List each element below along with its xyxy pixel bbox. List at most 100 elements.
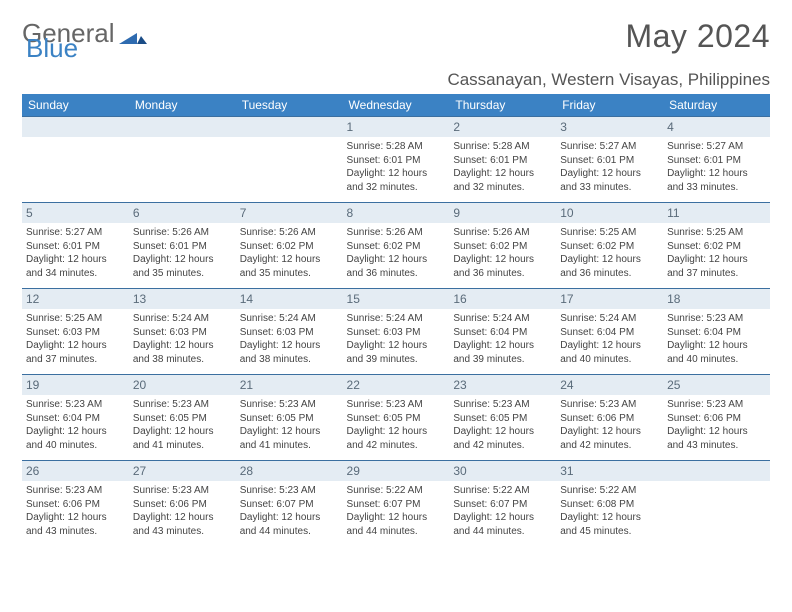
day-number: 16	[449, 289, 556, 309]
day-number: 19	[22, 375, 129, 395]
day-details: Sunrise: 5:28 AMSunset: 6:01 PMDaylight:…	[347, 140, 446, 194]
calendar-day-cell: 26 Sunrise: 5:23 AMSunset: 6:06 PMDayligh…	[22, 461, 129, 547]
calendar-table: SundayMondayTuesdayWednesdayThursdayFrid…	[22, 94, 770, 547]
day-number: 24	[556, 375, 663, 395]
day-number: 13	[129, 289, 236, 309]
day-number-empty	[663, 461, 770, 481]
day-number: 8	[343, 203, 450, 223]
calendar-day-cell: 1 Sunrise: 5:28 AMSunset: 6:01 PMDaylight…	[343, 117, 450, 203]
day-number-empty	[129, 117, 236, 137]
calendar-week-row: 1Sunrise: 5:28 AMSunset: 6:01 PMDaylight…	[22, 117, 770, 203]
day-details: Sunrise: 5:23 AMSunset: 6:05 PMDaylight:…	[240, 398, 339, 452]
day-header: Monday	[129, 94, 236, 117]
day-number: 2	[449, 117, 556, 137]
day-details: Sunrise: 5:24 AMSunset: 6:04 PMDaylight:…	[560, 312, 659, 366]
logo-text-blue: Blue	[26, 33, 78, 64]
calendar-day-cell: 6 Sunrise: 5:26 AMSunset: 6:01 PMDaylight…	[129, 203, 236, 289]
calendar-day-cell: 7Sunrise: 5:26 AMSunset: 6:02 PMDaylight…	[236, 203, 343, 289]
day-number: 30	[449, 461, 556, 481]
calendar-day-cell: 15 Sunrise: 5:24 AMSunset: 6:03 PMDayligh…	[343, 289, 450, 375]
calendar-day-cell: 22Sunrise: 5:23 AMSunset: 6:05 PMDayligh…	[343, 375, 450, 461]
day-details: Sunrise: 5:24 AMSunset: 6:03 PMDaylight:…	[133, 312, 232, 366]
day-details: Sunrise: 5:25 AMSunset: 6:02 PMDaylight:…	[560, 226, 659, 280]
location-text: Cassanayan, Western Visayas, Philippines	[22, 70, 770, 90]
day-details: Sunrise: 5:27 AMSunset: 6:01 PMDaylight:…	[667, 140, 766, 194]
day-details: Sunrise: 5:24 AMSunset: 6:04 PMDaylight:…	[453, 312, 552, 366]
day-details: Sunrise: 5:28 AMSunset: 6:01 PMDaylight:…	[453, 140, 552, 194]
day-details: Sunrise: 5:24 AMSunset: 6:03 PMDaylight:…	[240, 312, 339, 366]
day-header: Sunday	[22, 94, 129, 117]
calendar-day-cell: 29 Sunrise: 5:22 AMSunset: 6:07 PMDayligh…	[343, 461, 450, 547]
calendar-day-cell: 13 Sunrise: 5:24 AMSunset: 6:03 PMDayligh…	[129, 289, 236, 375]
calendar-day-cell: 5Sunrise: 5:27 AMSunset: 6:01 PMDaylight…	[22, 203, 129, 289]
day-details: Sunrise: 5:24 AMSunset: 6:03 PMDaylight:…	[347, 312, 446, 366]
calendar-week-row: 12 Sunrise: 5:25 AMSunset: 6:03 PMDayligh…	[22, 289, 770, 375]
calendar-day-cell	[663, 461, 770, 547]
calendar-day-cell: 3 Sunrise: 5:27 AMSunset: 6:01 PMDaylight…	[556, 117, 663, 203]
day-details: Sunrise: 5:22 AMSunset: 6:07 PMDaylight:…	[453, 484, 552, 538]
day-number: 1	[343, 117, 450, 137]
calendar-day-cell: 8Sunrise: 5:26 AMSunset: 6:02 PMDaylight…	[343, 203, 450, 289]
day-details: Sunrise: 5:26 AMSunset: 6:01 PMDaylight:…	[133, 226, 232, 280]
day-number: 6	[129, 203, 236, 223]
day-number: 15	[343, 289, 450, 309]
day-number-empty	[236, 117, 343, 137]
calendar-day-cell: 20 Sunrise: 5:23 AMSunset: 6:05 PMDayligh…	[129, 375, 236, 461]
day-number: 20	[129, 375, 236, 395]
day-number: 29	[343, 461, 450, 481]
calendar-day-cell: 23Sunrise: 5:23 AMSunset: 6:05 PMDayligh…	[449, 375, 556, 461]
day-details: Sunrise: 5:23 AMSunset: 6:06 PMDaylight:…	[26, 484, 125, 538]
calendar-day-cell	[236, 117, 343, 203]
day-details: Sunrise: 5:23 AMSunset: 6:07 PMDaylight:…	[240, 484, 339, 538]
day-number: 10	[556, 203, 663, 223]
day-header: Thursday	[449, 94, 556, 117]
day-number: 11	[663, 203, 770, 223]
page-title: May 2024	[625, 18, 770, 55]
day-details: Sunrise: 5:22 AMSunset: 6:07 PMDaylight:…	[347, 484, 446, 538]
calendar-day-cell: 14Sunrise: 5:24 AMSunset: 6:03 PMDayligh…	[236, 289, 343, 375]
calendar-day-cell: 31 Sunrise: 5:22 AMSunset: 6:08 PMDayligh…	[556, 461, 663, 547]
day-number: 21	[236, 375, 343, 395]
day-header: Friday	[556, 94, 663, 117]
calendar-day-cell: 27 Sunrise: 5:23 AMSunset: 6:06 PMDayligh…	[129, 461, 236, 547]
day-number: 12	[22, 289, 129, 309]
day-number-empty	[22, 117, 129, 137]
calendar-day-cell	[129, 117, 236, 203]
calendar-day-cell: 16 Sunrise: 5:24 AMSunset: 6:04 PMDayligh…	[449, 289, 556, 375]
calendar-day-cell: 11Sunrise: 5:25 AMSunset: 6:02 PMDayligh…	[663, 203, 770, 289]
calendar-day-cell	[22, 117, 129, 203]
calendar-day-cell: 2 Sunrise: 5:28 AMSunset: 6:01 PMDaylight…	[449, 117, 556, 203]
calendar-week-row: 26Sunrise: 5:23 AMSunset: 6:06 PMDayligh…	[22, 461, 770, 547]
day-number: 9	[449, 203, 556, 223]
calendar-day-cell: 28 Sunrise: 5:23 AMSunset: 6:07 PMDayligh…	[236, 461, 343, 547]
calendar-week-row: 19 Sunrise: 5:23 AMSunset: 6:04 PMDayligh…	[22, 375, 770, 461]
day-number: 23	[449, 375, 556, 395]
calendar-day-cell: 10 Sunrise: 5:25 AMSunset: 6:02 PMDayligh…	[556, 203, 663, 289]
day-details: Sunrise: 5:26 AMSunset: 6:02 PMDaylight:…	[453, 226, 552, 280]
day-details: Sunrise: 5:23 AMSunset: 6:04 PMDaylight:…	[667, 312, 766, 366]
day-details: Sunrise: 5:23 AMSunset: 6:06 PMDaylight:…	[560, 398, 659, 452]
day-number: 26	[22, 461, 129, 481]
day-details: Sunrise: 5:23 AMSunset: 6:04 PMDaylight:…	[26, 398, 125, 452]
day-details: Sunrise: 5:23 AMSunset: 6:06 PMDaylight:…	[133, 484, 232, 538]
day-number: 5	[22, 203, 129, 223]
day-details: Sunrise: 5:22 AMSunset: 6:08 PMDaylight:…	[560, 484, 659, 538]
calendar-day-cell: 17Sunrise: 5:24 AMSunset: 6:04 PMDayligh…	[556, 289, 663, 375]
day-details: Sunrise: 5:27 AMSunset: 6:01 PMDaylight:…	[560, 140, 659, 194]
day-number: 27	[129, 461, 236, 481]
day-details: Sunrise: 5:25 AMSunset: 6:03 PMDaylight:…	[26, 312, 125, 366]
day-number: 25	[663, 375, 770, 395]
calendar-day-cell: 9 Sunrise: 5:26 AMSunset: 6:02 PMDaylight…	[449, 203, 556, 289]
calendar-day-cell: 18 Sunrise: 5:23 AMSunset: 6:04 PMDayligh…	[663, 289, 770, 375]
day-number: 4	[663, 117, 770, 137]
day-number: 28	[236, 461, 343, 481]
day-number: 3	[556, 117, 663, 137]
day-header: Saturday	[663, 94, 770, 117]
calendar-day-cell: 4 Sunrise: 5:27 AMSunset: 6:01 PMDaylight…	[663, 117, 770, 203]
day-number: 18	[663, 289, 770, 309]
day-details: Sunrise: 5:23 AMSunset: 6:05 PMDaylight:…	[133, 398, 232, 452]
calendar-day-cell: 24 Sunrise: 5:23 AMSunset: 6:06 PMDayligh…	[556, 375, 663, 461]
day-number: 22	[343, 375, 450, 395]
day-number: 31	[556, 461, 663, 481]
day-header: Tuesday	[236, 94, 343, 117]
